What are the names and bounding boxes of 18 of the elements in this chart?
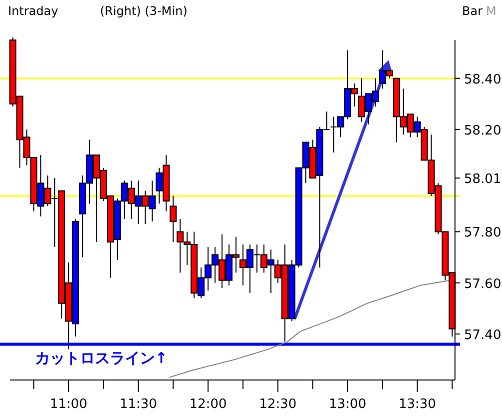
ref-line: カットロスライン↑ [0,342,460,368]
y-tick-label: 58.01 [464,172,502,188]
y-tick-label: 58.40 [464,72,502,88]
x-tick-label: 12:00 [189,397,227,412]
x-tick-label: 12:30 [259,397,297,412]
y-tick-label: 57.80 [464,226,502,241]
chart-subtitle: (Right) (3-Min) [100,4,188,18]
x-tick-label: 13:30 [398,397,436,412]
chart-title: Intraday [8,4,58,18]
y-tick-label: 58.20 [464,123,502,138]
y-tick-label: 57.60 [464,276,502,292]
ref-line-label: カットロスライン↑ [35,349,168,368]
x-tick-label: 11:30 [120,397,158,412]
text: Bar [462,4,483,18]
text: M [486,4,496,18]
y-tick-label: 57.40 [464,328,502,343]
x-tick-label: 13:00 [328,397,366,412]
x-tick-label: 11:00 [50,397,88,412]
